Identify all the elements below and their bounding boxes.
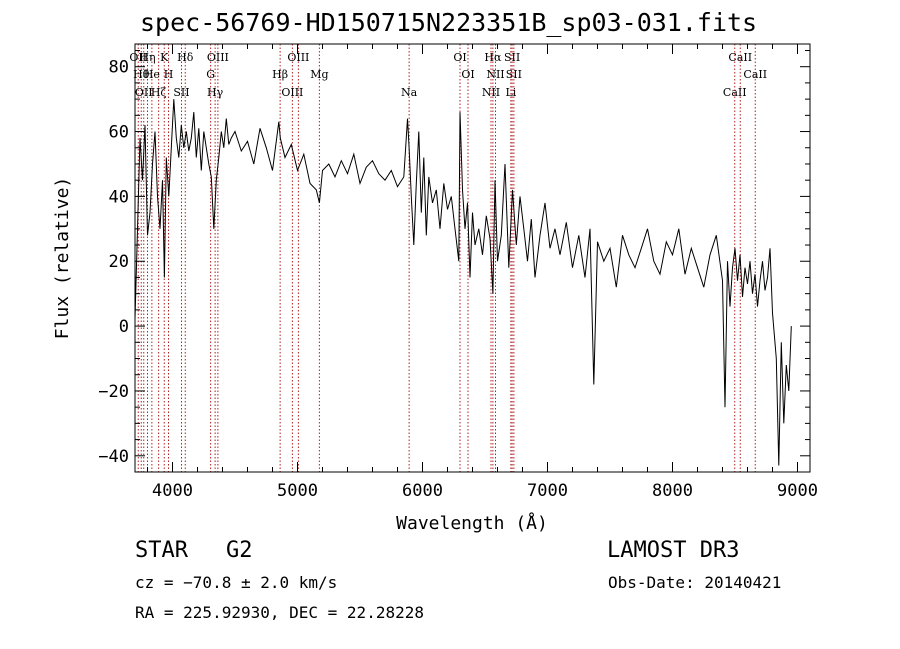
- x-tick-label: 7000: [527, 481, 568, 501]
- spectral-line-label: Li: [505, 86, 516, 99]
- object-class: STAR: [135, 538, 188, 563]
- x-tick-label: 8000: [652, 481, 693, 501]
- spectral-line-label: OIII: [287, 51, 309, 64]
- spectral-line-label: Mg: [310, 68, 328, 81]
- x-tick-label: 5000: [277, 481, 318, 501]
- redshift-info: cz = −70.8 ± 2.0 km/s: [135, 573, 338, 592]
- spectral-line-label: Hγ: [207, 86, 224, 99]
- plot-frame: [134, 43, 811, 473]
- spectral-line-label: H: [164, 68, 174, 81]
- spectral-line-label: Hδ: [177, 51, 194, 64]
- spectral-line-label: Na: [401, 86, 418, 99]
- y-tick-label: 20: [109, 252, 129, 272]
- spectral-line-label: Hζ: [151, 86, 167, 99]
- spectral-line-label: CaII: [723, 86, 747, 99]
- y-tick-label: 40: [109, 187, 129, 207]
- spectrum-series-line: [134, 99, 792, 466]
- spectral-line-label: OI: [461, 68, 474, 81]
- object-classification: STAR G2: [135, 538, 252, 563]
- spectral-line-label: SII: [504, 51, 520, 64]
- coordinates-info: RA = 225.92930, DEC = 22.28228: [135, 603, 424, 622]
- x-tick-label: 4000: [152, 481, 193, 501]
- survey-name: LAMOST DR3: [607, 538, 740, 563]
- spectral-line-label: OIII: [207, 51, 229, 64]
- spectral-line-label: Hθ: [133, 68, 150, 81]
- spectral-line-label: NII: [486, 68, 504, 81]
- spectral-line-label: CaII: [728, 51, 752, 64]
- object-subclass: G2: [225, 538, 253, 563]
- x-axis-ticks: 4000 5000 6000 7000 8000 9000: [147, 44, 818, 501]
- spectral-line-label: K: [160, 51, 169, 64]
- spectral-line-label: He: [144, 68, 160, 81]
- spectral-line-label: CaII: [743, 68, 767, 81]
- spectral-line-label: Hα: [484, 51, 502, 64]
- x-axis-label: Wavelength (Å): [396, 512, 548, 534]
- y-tick-label: 80: [109, 58, 129, 78]
- chart-title: spec-56769-HD150715N223351B_sp03-031.fit…: [140, 8, 758, 37]
- spectral-line-label: OI: [453, 51, 466, 64]
- y-tick-label: 0: [119, 317, 129, 337]
- x-tick-label: 9000: [777, 481, 818, 501]
- y-tick-label: −40: [98, 447, 129, 467]
- spectral-line-labels: OIIHθOIIHηHeHζKHSIIHδGHγOIIIHβOIIIOIIIMg…: [129, 51, 767, 99]
- spectral-line-label: Hβ: [272, 68, 288, 81]
- spectral-line-label: OIII: [281, 86, 303, 99]
- observation-date: Obs-Date: 20140421: [608, 573, 782, 592]
- spectral-line-label: SII: [173, 86, 189, 99]
- spectral-line-label: Hη: [139, 51, 155, 64]
- y-axis-label: Flux (relative): [52, 177, 73, 340]
- spectral-line-label: G: [206, 68, 215, 81]
- y-tick-label: 60: [109, 123, 129, 143]
- spectral-line-label: NII: [482, 86, 500, 99]
- y-tick-label: −20: [98, 382, 129, 402]
- spectral-line-label: OII: [135, 86, 153, 99]
- spectral-line-label: OII: [129, 51, 147, 64]
- y-axis-ticks: −40 −20 0 20 40 60 80: [98, 49, 810, 467]
- x-tick-label: 6000: [402, 481, 443, 501]
- spectral-line-label: SII: [506, 68, 522, 81]
